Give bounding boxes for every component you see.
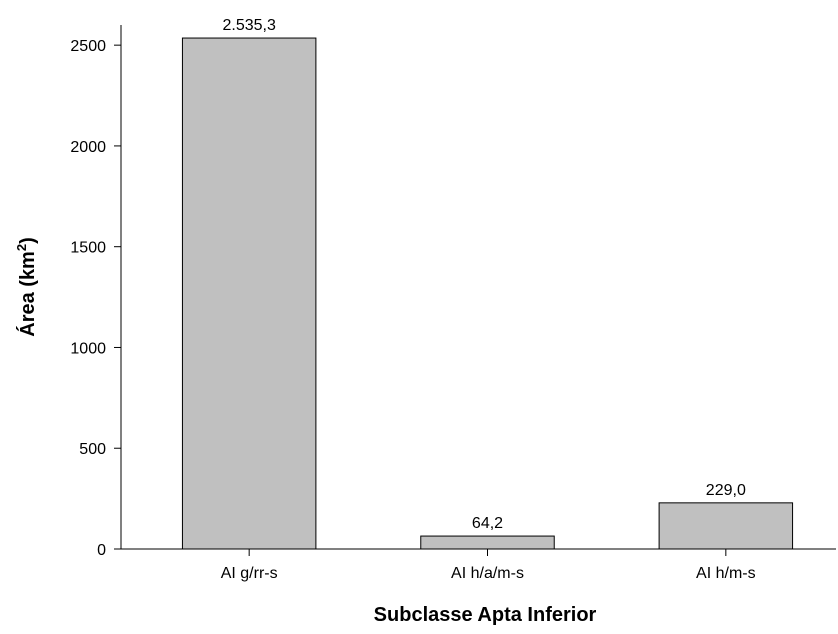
bar <box>658 502 794 550</box>
y-axis-title: Área (km2) <box>14 237 39 337</box>
bar-value-label: 64,2 <box>472 515 503 532</box>
y-axis: 0 500 1000 1500 2000 2500 <box>70 25 122 559</box>
y-tick-label: 0 <box>97 542 106 559</box>
y-axis-title-close: ) <box>17 237 39 244</box>
bar <box>420 535 555 550</box>
y-axis-title-main: Área (km <box>16 251 39 337</box>
y-tick-label: 1000 <box>70 340 106 357</box>
x-tick-label: AI h/a/m-s <box>451 565 524 582</box>
y-tick-label: 2000 <box>70 139 106 156</box>
x-axis-title: Subclasse Apta Inferior <box>374 604 597 626</box>
bar-value-label: 2.535,3 <box>222 17 275 34</box>
x-tick-label: AI h/m-s <box>696 565 756 582</box>
y-tick-label: 500 <box>79 441 106 458</box>
x-axis: AI g/rr-s AI h/a/m-s AI h/m-s <box>121 548 836 582</box>
y-tick-label: 1500 <box>70 240 106 257</box>
y-axis-title-superscript: 2 <box>14 244 29 251</box>
bar-value-label: 229,0 <box>706 482 746 499</box>
y-tick-label: 2500 <box>70 38 106 55</box>
value-labels-group: 2.535,3 64,2 229,0 <box>222 17 745 532</box>
x-tick-label: AI g/rr-s <box>221 565 278 582</box>
bars-group <box>181 37 794 550</box>
bar <box>181 37 317 550</box>
